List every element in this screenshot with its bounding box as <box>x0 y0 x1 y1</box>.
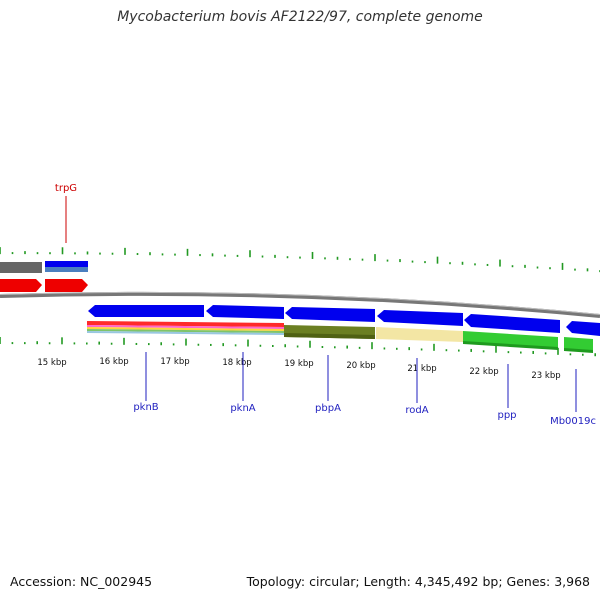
gene-label-pbpA[interactable]: pbpA <box>315 403 341 414</box>
tick-label: 21 kbp <box>407 364 436 374</box>
gene-label-ppp[interactable]: ppp <box>497 410 516 421</box>
forward-gene-arrow-pknB <box>88 305 204 317</box>
gene-label-trpG[interactable]: trpG <box>55 183 77 194</box>
annotation-block-olive-shadow <box>284 333 375 339</box>
tick-label: 15 kbp <box>37 358 66 368</box>
annotation-block-cream <box>376 327 463 342</box>
gene-label-pknA[interactable]: pknA <box>230 403 255 414</box>
gene-label-Mb0019c[interactable]: Mb0019c <box>550 416 596 427</box>
tick-label: 16 kbp <box>99 357 128 367</box>
annotation-stripe-pink <box>87 325 284 329</box>
tick-label: 20 kbp <box>346 361 375 371</box>
backbone-highlight <box>0 291 600 315</box>
gene-label-pknB[interactable]: pknB <box>133 402 158 413</box>
annotation-block-green-shadow <box>463 341 558 350</box>
annotation-stripe-yellow <box>87 327 284 331</box>
tick-label: 17 kbp <box>160 357 189 367</box>
tick-label: 23 kbp <box>531 371 560 381</box>
reverse-gene-arrow <box>0 279 42 292</box>
gene-label-rodA[interactable]: rodA <box>405 405 428 416</box>
accession-text: Accession: NC_002945 <box>10 574 153 589</box>
forward-gene-arrow-ppp <box>464 314 560 333</box>
tick-label: 22 kbp <box>469 367 498 377</box>
upper-gc-ticks <box>0 247 600 273</box>
map-title: Mycobacterium bovis AF2122/97, complete … <box>117 9 483 25</box>
annotation-block-green-right-shadow <box>564 348 593 353</box>
annotation-stripe-blue <box>87 331 284 335</box>
tick-label: 18 kbp <box>222 358 251 368</box>
blue-feature-block <box>45 261 88 269</box>
forward-gene-arrow-rodA <box>377 310 463 326</box>
annotation-block-green-right <box>564 337 593 352</box>
genome-backbone <box>0 291 600 318</box>
annotation-stripe-green <box>87 329 284 333</box>
grey-feature-block <box>0 262 42 273</box>
tick-label: 19 kbp <box>284 359 313 369</box>
reverse-gene-arrow-trpG <box>45 279 88 292</box>
steel-feature-block <box>45 267 88 272</box>
genome-summary-text: Topology: circular; Length: 4,345,492 bp… <box>246 574 590 589</box>
lower-gc-ticks <box>0 337 597 357</box>
forward-gene-arrow-pknA <box>206 305 284 319</box>
forward-gene-arrow-Mb0019c <box>566 321 600 336</box>
forward-gene-arrow-pbpA <box>285 307 375 322</box>
